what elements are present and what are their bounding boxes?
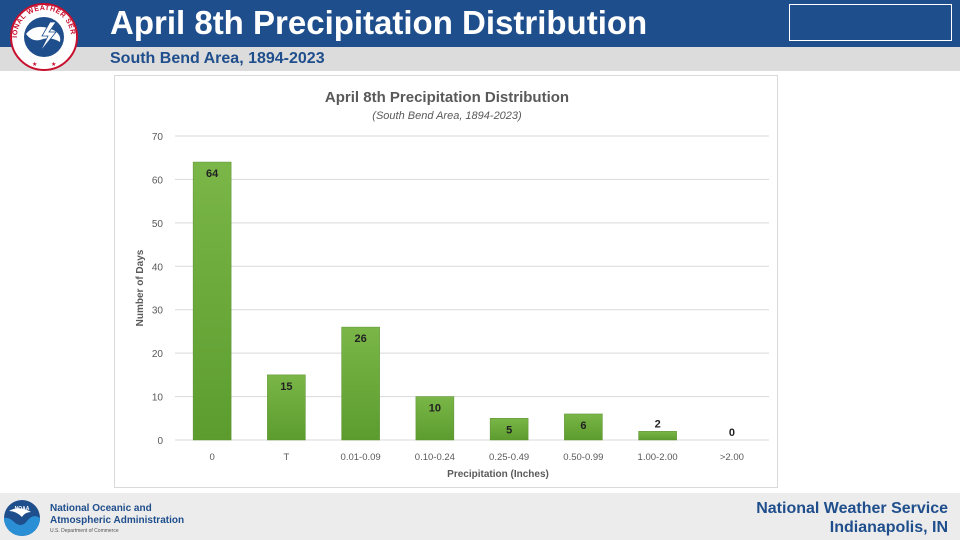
bar xyxy=(489,418,529,441)
x-tick-label: 0.10-0.24 xyxy=(415,452,455,463)
noaa-name-line2: Atmospheric Administration xyxy=(50,515,185,526)
header-empty-box xyxy=(789,4,952,41)
svg-text:★: ★ xyxy=(32,61,37,68)
data-label: 15 xyxy=(280,381,292,393)
y-tick-label: 70 xyxy=(152,132,164,143)
page-subtitle: South Bend Area, 1894-2023 xyxy=(110,50,325,67)
nws-logo-icon: NATIONAL WEATHER SERVICE ★ ★ xyxy=(4,2,78,71)
page-title: April 8th Precipitation Distribution xyxy=(110,4,648,41)
data-label: 2 xyxy=(655,418,661,430)
svg-text:★: ★ xyxy=(51,61,56,68)
chart-title: April 8th Precipitation Distribution xyxy=(325,89,569,106)
data-label: 10 xyxy=(429,403,441,415)
nws-office-name: National Weather Service xyxy=(756,500,948,517)
x-tick-label: 0.01-0.09 xyxy=(341,452,381,463)
y-tick-label: 20 xyxy=(152,349,164,360)
nws-office-location: Indianapolis, IN xyxy=(829,519,948,536)
bar xyxy=(564,413,603,441)
bar xyxy=(415,396,455,441)
x-tick-label: 1.00-2.00 xyxy=(638,452,678,463)
y-tick-label: 0 xyxy=(157,436,163,447)
data-label: 6 xyxy=(580,420,586,432)
x-tick-label: T xyxy=(283,452,289,463)
y-tick-label: 50 xyxy=(152,219,164,230)
bar xyxy=(267,374,306,441)
y-tick-label: 60 xyxy=(152,175,164,186)
x-tick-label: >2.00 xyxy=(720,452,744,463)
x-tick-label: 0.25-0.49 xyxy=(489,452,529,463)
bar xyxy=(638,431,677,441)
data-label: 64 xyxy=(206,168,219,180)
data-label: 26 xyxy=(355,333,367,345)
bar xyxy=(192,161,232,441)
subtitle-bar: South Bend Area, 1894-2023 xyxy=(0,47,960,71)
bar xyxy=(341,326,380,441)
y-tick-label: 10 xyxy=(152,393,164,404)
footer-bar: NOAA National Oceanic and Atmospheric Ad… xyxy=(0,493,960,540)
header-bar xyxy=(0,0,960,47)
noaa-logo-icon: NOAA xyxy=(4,500,40,536)
noaa-department: U.S. Department of Commerce xyxy=(50,528,119,534)
noaa-name-line1: National Oceanic and xyxy=(50,503,152,514)
y-tick-label: 30 xyxy=(152,306,164,317)
noaa-logo-text: NOAA xyxy=(15,506,30,512)
y-axis-label: Number of Days xyxy=(135,249,146,326)
x-axis-label: Precipitation (Inches) xyxy=(447,469,549,480)
y-tick-label: 40 xyxy=(152,262,164,273)
data-label: 5 xyxy=(506,424,512,436)
data-label: 0 xyxy=(729,427,735,439)
chart-subtitle: (South Bend Area, 1894-2023) xyxy=(372,110,522,122)
precipitation-bar-chart: April 8th Precipitation Distribution (So… xyxy=(135,89,769,480)
chart-frame: April 8th Precipitation Distribution (So… xyxy=(114,75,778,488)
x-tick-label: 0 xyxy=(209,452,214,463)
x-tick-label: 0.50-0.99 xyxy=(563,452,603,463)
